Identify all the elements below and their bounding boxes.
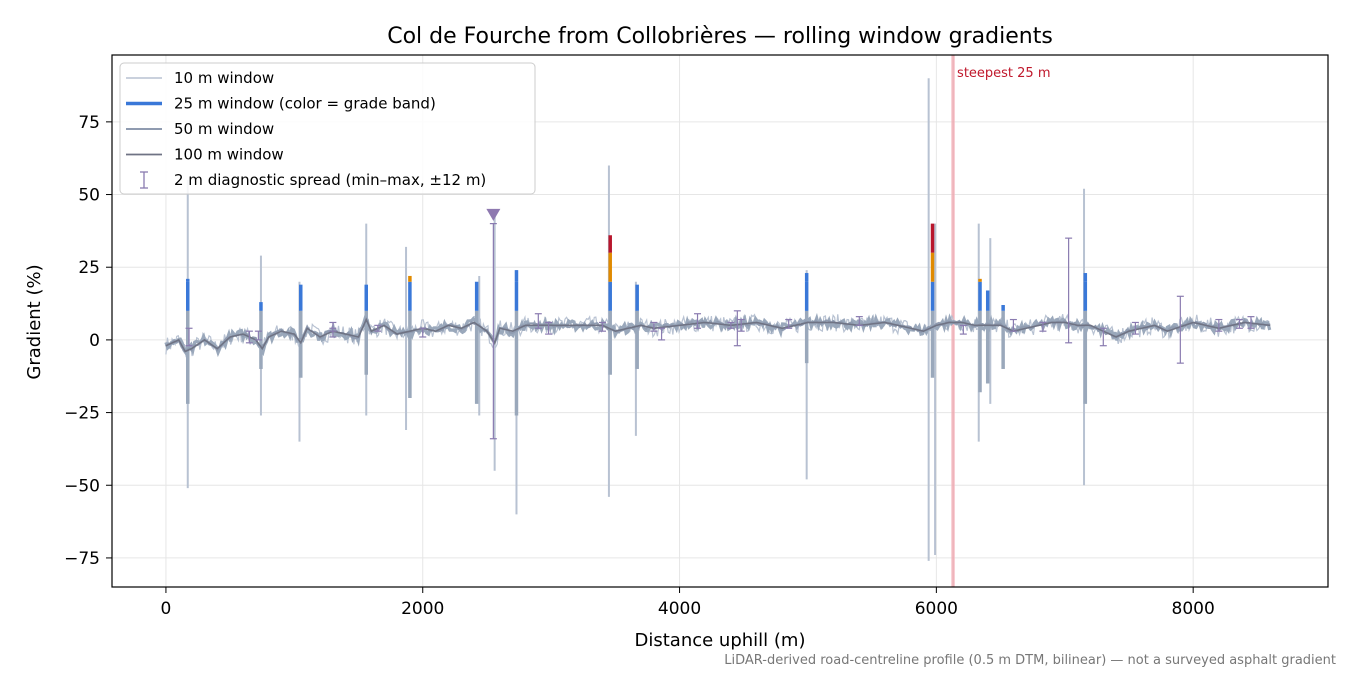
y-tick-label: 0	[89, 331, 100, 351]
x-tick-label: 2000	[401, 599, 444, 619]
y-tick-label: −75	[64, 549, 100, 569]
legend-label: 50 m window	[174, 120, 274, 138]
marker-triangle	[486, 208, 501, 221]
x-axis-label: Distance uphill (m)	[635, 630, 806, 651]
y-tick-label: 25	[78, 258, 100, 278]
x-tick-label: 6000	[915, 599, 958, 619]
y-tick-label: 75	[78, 113, 100, 133]
y-tick-label: −50	[64, 476, 100, 496]
y-tick-label: 50	[78, 186, 100, 206]
y-axis-label: Gradient (%)	[24, 264, 45, 379]
w100-line	[165, 317, 1271, 353]
legend-label: 100 m window	[174, 146, 284, 164]
chart-title: Col de Fourche from Collobrières — rolli…	[387, 24, 1053, 49]
data-layer	[164, 55, 1272, 587]
plot-area: steepest 25 m 0 2000 4000 6000 8000 −75 −50 −25 0…	[64, 54, 1329, 619]
y-tick-label: −25	[64, 404, 100, 424]
legend-box	[119, 62, 536, 195]
steepest-label: steepest 25 m	[957, 66, 1050, 81]
x-tick-label: 0	[161, 599, 172, 619]
legend-label: 10 m window	[174, 69, 274, 87]
legend: 10 m window 25 m window (color = grade ba…	[119, 62, 536, 195]
legend-label: 2 m diagnostic spread (min–max, ±12 m)	[174, 171, 486, 189]
x-tick-label: 8000	[1172, 599, 1215, 619]
x-tick-label: 4000	[658, 599, 701, 619]
footnote: LiDAR-derived road-centreline profile (0…	[724, 653, 1336, 668]
axes-frame	[111, 54, 1329, 588]
legend-label: 25 m window (color = grade band)	[174, 95, 436, 113]
